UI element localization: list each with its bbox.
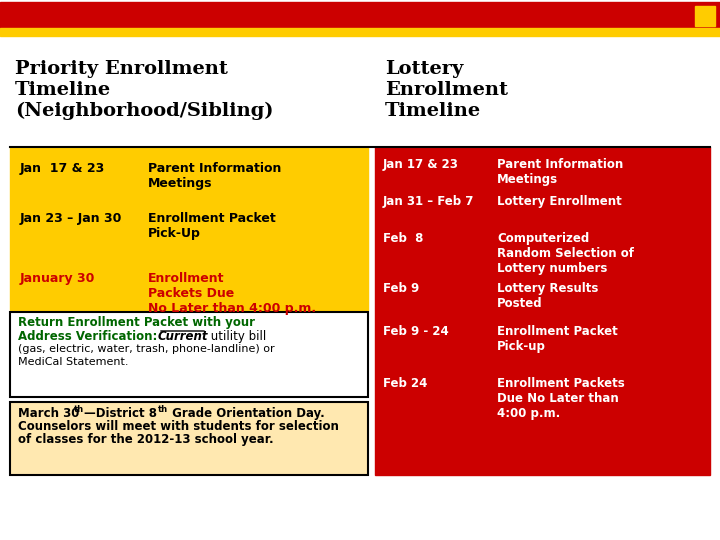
Text: Parent Information
Meetings: Parent Information Meetings <box>148 162 282 190</box>
Text: of classes for the 2012-13 school year.: of classes for the 2012-13 school year. <box>18 433 274 446</box>
Text: Jan  17 & 23: Jan 17 & 23 <box>20 162 105 175</box>
Text: Lottery Results
Posted: Lottery Results Posted <box>497 282 598 310</box>
Text: Jan 31 – Feb 7: Jan 31 – Feb 7 <box>383 195 474 208</box>
Bar <box>690 2 720 30</box>
Bar <box>0 2 690 30</box>
Text: Jan 23 – Jan 30: Jan 23 – Jan 30 <box>20 212 122 225</box>
Text: Enrollment Packet
Pick-Up: Enrollment Packet Pick-Up <box>148 212 276 240</box>
Bar <box>10 147 368 310</box>
Text: Counselors will meet with students for selection: Counselors will meet with students for s… <box>18 420 339 433</box>
Bar <box>10 402 368 475</box>
Bar <box>375 147 710 475</box>
Text: (gas, electric, water, trash, phone-landline) or: (gas, electric, water, trash, phone-land… <box>18 344 274 354</box>
Text: Priority Enrollment
Timeline
(Neighborhood/Sibling): Priority Enrollment Timeline (Neighborho… <box>15 60 274 120</box>
Text: Lottery Enrollment: Lottery Enrollment <box>497 195 622 208</box>
Bar <box>695 6 715 26</box>
Text: Feb 9 - 24: Feb 9 - 24 <box>383 325 449 338</box>
Text: Grade Orientation Day.: Grade Orientation Day. <box>168 407 325 420</box>
Text: Enrollment Packets
Due No Later than
4:00 p.m.: Enrollment Packets Due No Later than 4:0… <box>497 377 625 420</box>
Text: MediCal Statement.: MediCal Statement. <box>18 357 128 367</box>
Text: th: th <box>74 405 84 414</box>
Text: Enrollment Packet
Pick-up: Enrollment Packet Pick-up <box>497 325 618 353</box>
Text: Lottery
Enrollment
Timeline: Lottery Enrollment Timeline <box>385 60 508 119</box>
Text: January 30: January 30 <box>20 272 95 285</box>
Text: Current: Current <box>158 330 209 343</box>
Text: th: th <box>158 405 168 414</box>
Text: Return Enrollment Packet with your: Return Enrollment Packet with your <box>18 316 255 329</box>
Text: Feb  8: Feb 8 <box>383 232 423 245</box>
Bar <box>0 28 720 36</box>
Text: Enrollment
Packets Due
No Later than 4:00 p.m.: Enrollment Packets Due No Later than 4:0… <box>148 272 316 315</box>
Text: Computerized
Random Selection of
Lottery numbers: Computerized Random Selection of Lottery… <box>497 232 634 275</box>
Bar <box>10 312 368 397</box>
Text: utility bill: utility bill <box>207 330 266 343</box>
Text: Feb 24: Feb 24 <box>383 377 428 390</box>
Text: Jan 17 & 23: Jan 17 & 23 <box>383 158 459 171</box>
Text: Feb 9: Feb 9 <box>383 282 419 295</box>
Text: —District 8: —District 8 <box>84 407 157 420</box>
Text: Parent Information
Meetings: Parent Information Meetings <box>497 158 624 186</box>
Text: March 30: March 30 <box>18 407 79 420</box>
Text: Address Verification:: Address Verification: <box>18 330 166 343</box>
